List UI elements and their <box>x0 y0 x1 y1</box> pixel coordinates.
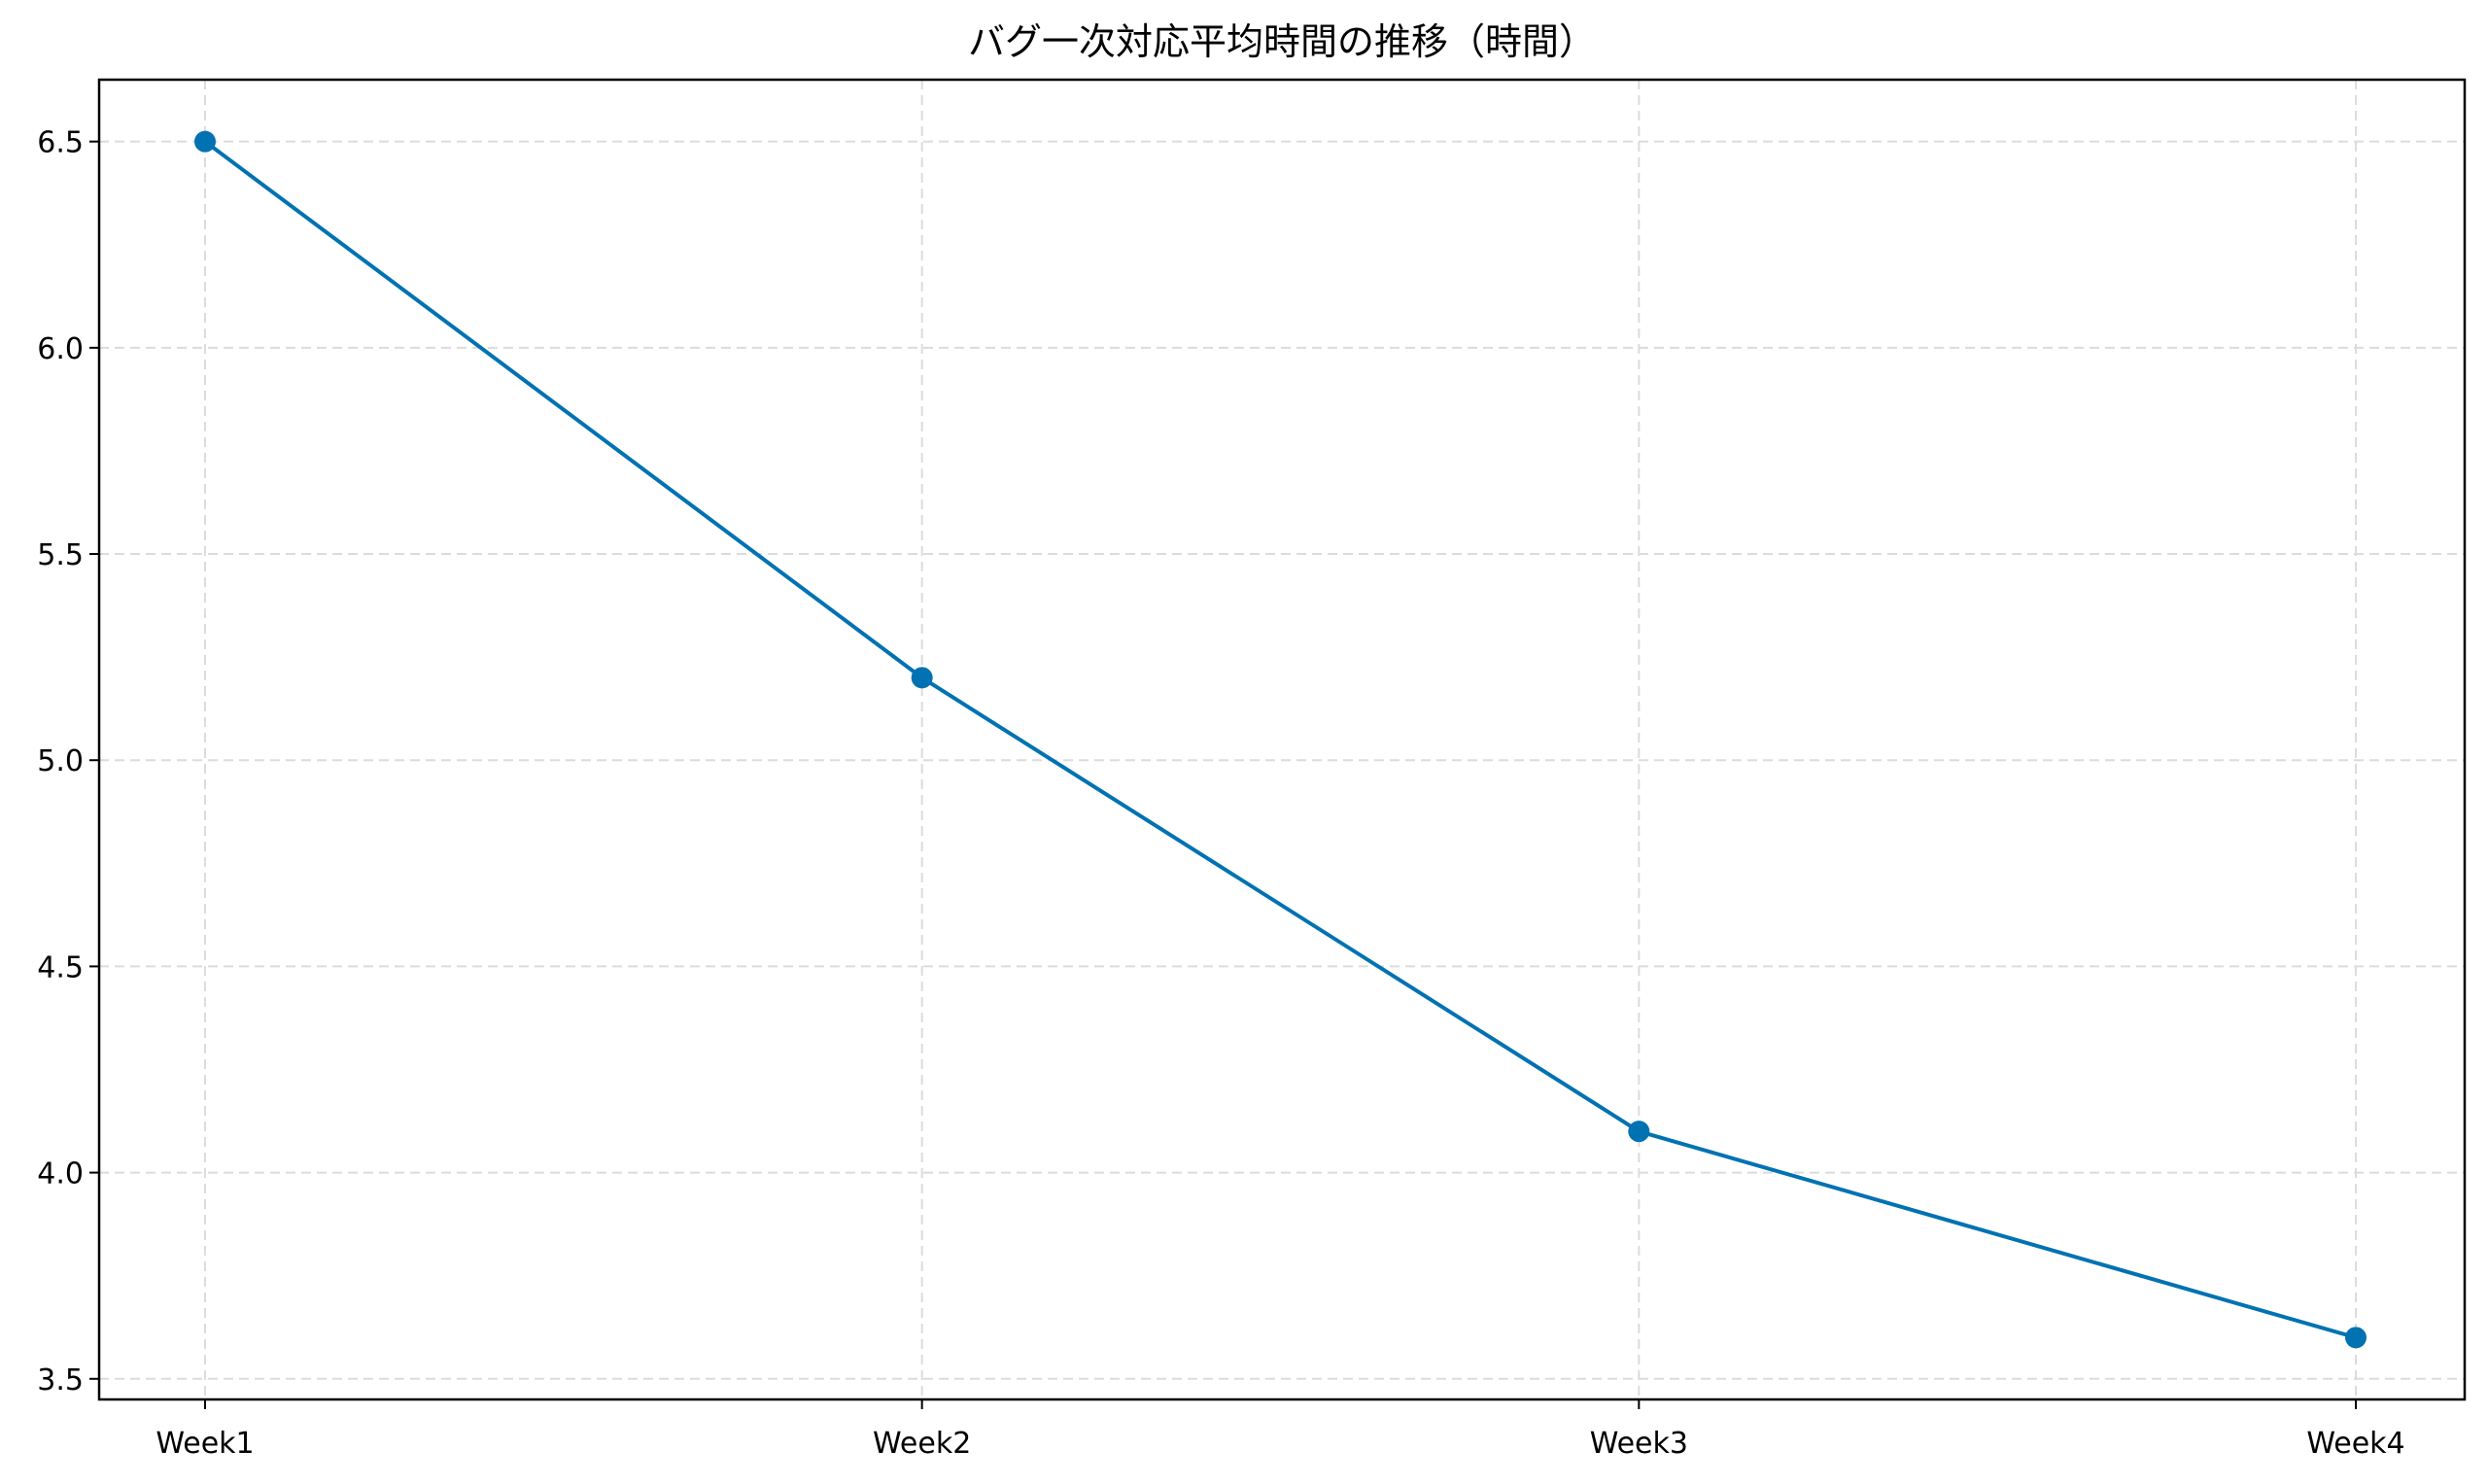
x-tick-label: Week1 <box>156 1427 254 1461</box>
x-tick-label: Week4 <box>2306 1427 2404 1461</box>
y-tick-label: 3.5 <box>37 1363 84 1398</box>
y-tick-label: 6.0 <box>37 332 84 366</box>
data-point-week2 <box>911 667 933 689</box>
y-tick-label: 4.0 <box>37 1157 84 1191</box>
chart-title: バグ一次対応平均時間の推移（時間） <box>968 20 1596 63</box>
plot-frame <box>97 78 2467 1401</box>
y-tick-label: 6.5 <box>37 126 84 160</box>
series-layer <box>194 130 2367 1349</box>
axes: 3.5 4.0 4.5 5.0 5.5 6.0 6.5 Week1 Week2 Week3 Week… <box>37 126 2404 1461</box>
x-tick-label: Week2 <box>873 1427 971 1461</box>
series-line <box>203 139 2358 1340</box>
y-tick-label: 4.5 <box>37 950 84 984</box>
y-tick-label: 5.5 <box>37 538 84 572</box>
x-tick-label: Week3 <box>1590 1427 1688 1461</box>
y-tick-label: 5.0 <box>37 744 84 778</box>
data-point-week4 <box>2345 1327 2367 1349</box>
data-point-week1 <box>194 130 216 153</box>
data-point-week3 <box>1628 1121 1650 1143</box>
grid-lines <box>99 80 2465 1399</box>
